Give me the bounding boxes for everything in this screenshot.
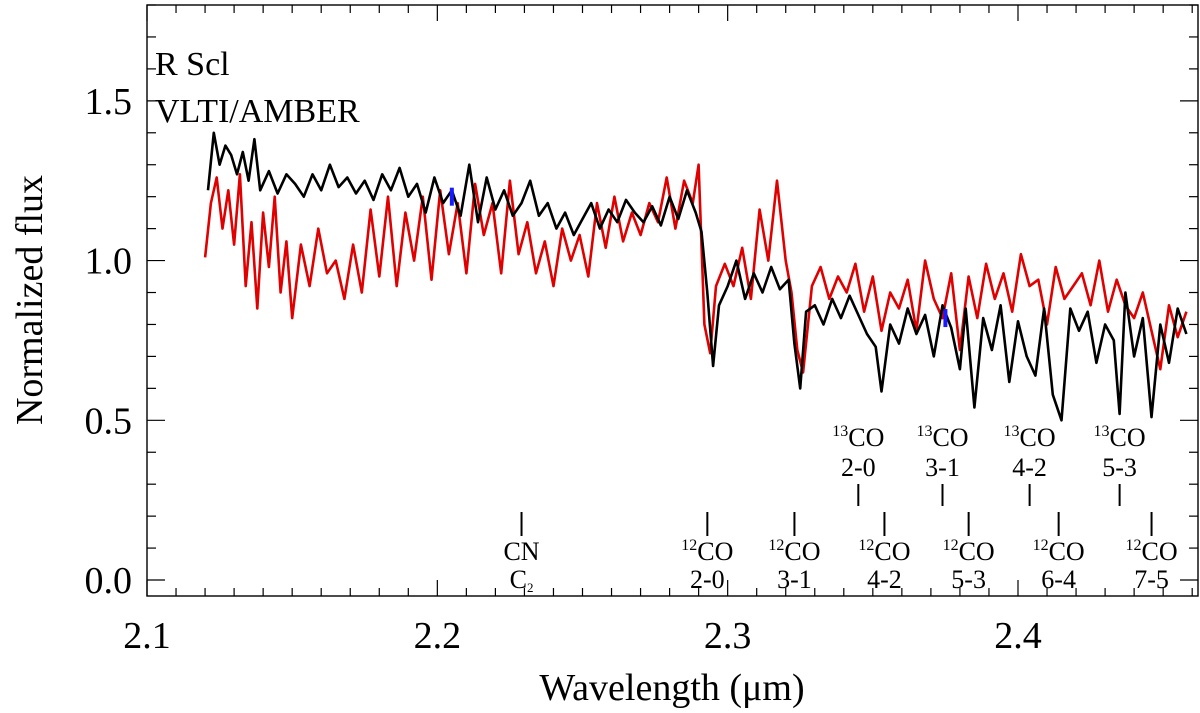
marker-band: 5-3 [951,565,986,594]
marker-species: 12CO [1033,537,1085,566]
x-tick-label: 2.2 [414,615,462,657]
y-tick-labels: 0.0 0.5 1.0 1.5 [85,81,133,602]
x-tick-labels: 2.1 2.2 2.3 2.4 [123,615,1041,657]
y-tick-label: 1.0 [85,241,133,283]
marker-species: 12CO [858,537,910,566]
spectral-line-markers: CNC212CO2-012CO3-112CO4-212CO5-312CO6-41… [503,423,1177,595]
instrument-annotation: VLTI/AMBER [155,93,360,130]
marker-species: CN [503,537,539,566]
marker-species: 13CO [832,423,884,452]
marker-band: 2-0 [690,565,725,594]
x-axis-label: Wavelength (μm) [539,667,804,709]
marker-band: 3-1 [925,453,960,482]
marker-species: 12CO [681,537,733,566]
marker-band: 6-4 [1041,565,1076,594]
object-annotation: R Scl [155,46,230,83]
marker-species: 13CO [1004,423,1056,452]
series-line-red [203,163,1188,374]
y-tick-label: 0.5 [85,400,133,442]
marker-species-2: C2 [510,565,534,595]
y-tick-label: 1.5 [85,81,133,123]
marker-band: 2-0 [841,453,876,482]
y-tick-label: 0.0 [85,560,133,602]
marker-species: 13CO [916,423,968,452]
marker-species: 13CO [1094,423,1146,452]
marker-band: 3-1 [777,565,812,594]
x-tick-label: 2.1 [123,615,171,657]
series-line-black [206,131,1188,422]
marker-species: 12CO [943,537,995,566]
x-tick-label: 2.3 [704,615,752,657]
marker-band: 7-5 [1134,565,1169,594]
plot-frame [146,4,1199,597]
marker-band: 5-3 [1102,453,1137,482]
marker-band: 4-2 [867,565,902,594]
series-layer [203,131,1188,422]
x-tick-label: 2.4 [994,615,1042,657]
marker-species: 12CO [768,537,820,566]
marker-band: 4-2 [1012,453,1047,482]
marker-species: 12CO [1125,537,1177,566]
y-axis-label: Normalized flux [9,175,51,425]
axis-ticks [146,4,1198,596]
